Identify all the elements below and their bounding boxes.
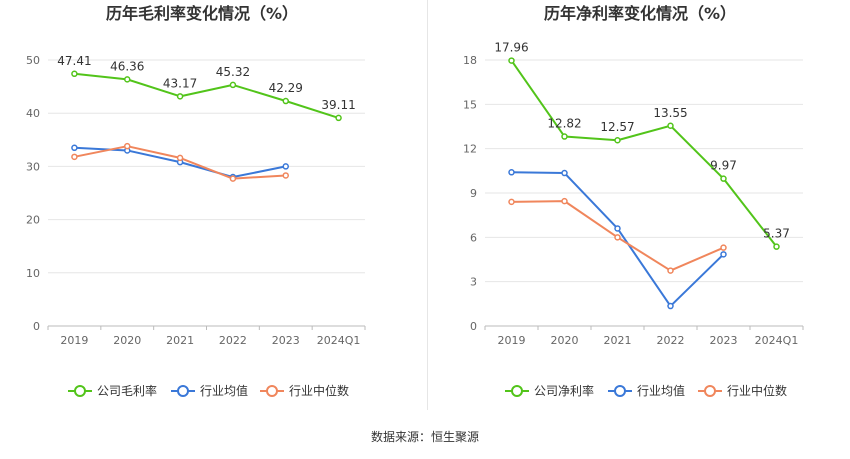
chart2-data-label: 12.82	[547, 117, 581, 131]
chart2-xtick-label: 2024Q1	[755, 334, 799, 347]
chart2-series1-point	[667, 302, 674, 310]
chart2-ytick-label: 6	[470, 231, 477, 244]
chart2-ytick-label: 3	[470, 276, 477, 289]
chart2-legend-marker	[704, 385, 716, 397]
chart2-series2-point	[508, 198, 515, 206]
chart1-legend-marker	[177, 385, 189, 397]
chart1-series0-point	[335, 114, 342, 122]
chart1-title: 历年毛利率变化情况（%）	[106, 4, 298, 23]
chart2-data-label: 9.97	[710, 159, 737, 173]
chart2-ytick-label: 18	[463, 54, 477, 67]
chart1-series2-point	[71, 153, 78, 161]
chart1-data-label: 47.41	[57, 54, 91, 68]
chart1-series0-point	[282, 97, 289, 105]
chart1-xtick-label: 2023	[272, 334, 300, 347]
chart2-title: 历年净利率变化情况（%）	[544, 4, 736, 23]
chart1-legend-marker	[266, 385, 278, 397]
chart1-data-label: 39.11	[321, 98, 355, 112]
chart2-ytick-label: 9	[470, 187, 477, 200]
chart2-series-line-0	[510, 60, 778, 248]
chart2-series1-point	[720, 251, 727, 258]
chart2-xtick-label: 2021	[604, 334, 632, 347]
chart1-series1-point	[282, 163, 289, 170]
chart1-ytick-label: 20	[26, 214, 40, 227]
chart2-ytick-label: 12	[463, 143, 477, 156]
chart2-series2-point	[720, 244, 727, 251]
chart2-series0-point	[614, 136, 621, 144]
chart1-series2-point	[124, 142, 131, 150]
chart2-series1-point	[561, 169, 568, 177]
chart2-series0-point	[508, 57, 515, 64]
chart2-xtick-label: 2019	[498, 334, 526, 347]
chart2-legend-label: 行业中位数	[727, 383, 787, 398]
chart1-ytick-label: 50	[26, 54, 40, 67]
chart1-ytick-label: 30	[26, 160, 40, 173]
chart2-ytick-label: 15	[463, 98, 477, 111]
chart2-legend-label: 行业均值	[637, 383, 685, 398]
chart2-legend-marker	[511, 385, 523, 397]
chart1-xtick-label: 2022	[219, 334, 247, 347]
chart2-xtick-label: 2022	[657, 334, 685, 347]
chart2-series0-point	[773, 243, 780, 250]
chart1-series2-point	[229, 175, 237, 182]
chart2-data-label: 17.96	[494, 41, 528, 55]
chart2-series2-point	[667, 267, 674, 274]
chart1-data-label: 45.32	[216, 65, 250, 79]
chart2-data-label: 5.37	[763, 227, 790, 241]
chart2-series0-point	[561, 133, 568, 140]
chart1-series0-point	[124, 76, 131, 83]
chart2-data-label: 13.55	[653, 106, 687, 120]
data-source-text: 数据来源：恒生聚源	[370, 430, 479, 444]
chart1-series2-point	[176, 154, 184, 162]
chart1-ytick-label: 0	[33, 320, 40, 333]
chart1-series0-point	[71, 70, 78, 78]
chart2-series2-point	[561, 197, 568, 205]
chart1-legend-marker	[74, 385, 86, 397]
chart2-data-label: 12.57	[600, 120, 634, 134]
chart1-data-label: 46.36	[110, 59, 144, 73]
chart1-ytick-label: 40	[26, 107, 40, 120]
chart2-series0-point	[720, 175, 727, 182]
chart2-series0-point	[667, 122, 674, 130]
chart2-series2-point	[614, 234, 621, 241]
chart2-legend-marker	[614, 385, 626, 397]
chart1-series1-point	[71, 144, 78, 152]
chart1-legend-label: 公司毛利率	[97, 383, 157, 398]
chart1-legend-label: 行业中位数	[289, 383, 349, 398]
chart2-xtick-label: 2023	[710, 334, 738, 347]
chart1-series-line-0	[74, 72, 339, 119]
chart2-ytick-label: 0	[470, 320, 477, 333]
chart2-xtick-label: 2020	[551, 334, 579, 347]
chart1-series0-point	[229, 81, 237, 89]
chart1-xtick-label: 2024Q1	[317, 334, 361, 347]
chart1-series0-point	[176, 93, 184, 100]
chart1-xtick-label: 2021	[166, 334, 194, 347]
chart2-series1-point	[614, 225, 621, 232]
chart1-data-label: 42.29	[269, 81, 303, 95]
chart1-xtick-label: 2020	[113, 334, 141, 347]
chart2-legend-label: 公司净利率	[534, 383, 594, 398]
chart1-legend-label: 行业均值	[200, 383, 248, 398]
chart1-xtick-label: 2019	[60, 334, 88, 347]
chart2-series1-point	[508, 169, 515, 176]
chart1-data-label: 43.17	[163, 76, 197, 90]
chart1-series2-point	[282, 172, 289, 179]
chart1-ytick-label: 10	[26, 267, 40, 280]
panel-divider	[427, 0, 428, 410]
